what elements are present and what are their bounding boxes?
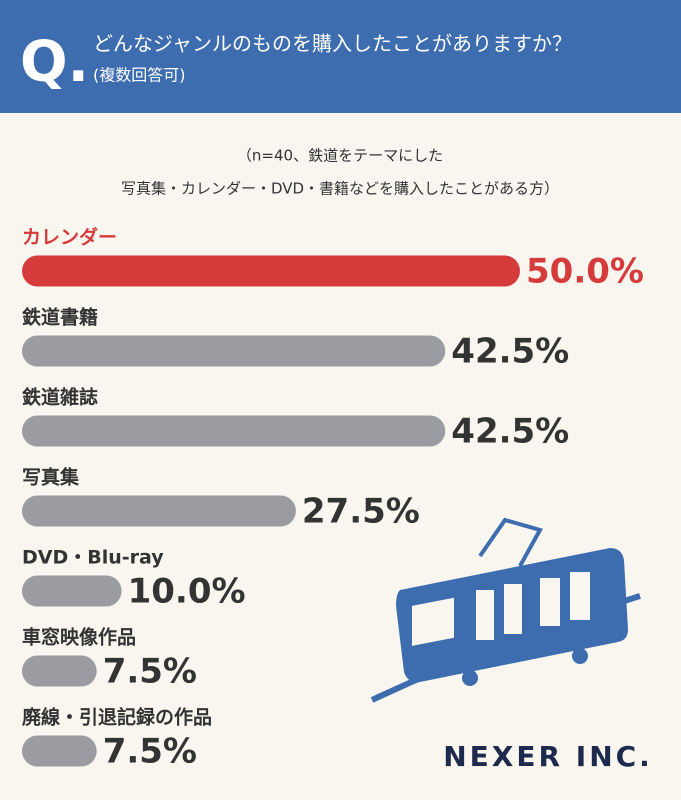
bar <box>22 575 122 607</box>
category-label: カレンダー <box>22 226 117 249</box>
category-label: 廃線・引退記録の作品 <box>22 706 212 729</box>
header-band <box>0 0 681 113</box>
train-illustration <box>370 517 641 703</box>
bar <box>22 415 446 447</box>
bar <box>22 735 97 767</box>
category-label: 鉄道雑誌 <box>22 386 98 409</box>
value-label: 42.5% <box>451 412 569 452</box>
value-label: 7.5% <box>103 732 197 772</box>
bar <box>22 495 296 527</box>
question: どんなジャンルのものを購入したことがありますか？ <box>93 32 572 56</box>
logo: NEXER INC. <box>443 740 653 773</box>
value-label: 27.5% <box>302 492 420 532</box>
subtitle: 写真集・カレンダー・DVD・書籍などを購入したことがある方） <box>121 180 559 198</box>
category-label: 鉄道書籍 <box>22 306 98 329</box>
category-label: DVD・Blu-ray <box>22 547 164 569</box>
value-label: 42.5% <box>451 332 569 372</box>
bar <box>22 335 446 367</box>
value-label: 10.0% <box>128 572 246 612</box>
category-label: 車窓映像作品 <box>22 626 136 649</box>
bar <box>22 255 520 287</box>
value-label: 7.5% <box>103 652 197 692</box>
question-note: (複数回答可) <box>93 66 186 85</box>
q-mark: Q. <box>20 30 89 95</box>
bar <box>22 655 97 687</box>
category-label: 写真集 <box>22 466 80 489</box>
subtitle: （n=40、鉄道をテーマにした <box>237 147 443 165</box>
value-label: 50.0% <box>526 252 644 292</box>
